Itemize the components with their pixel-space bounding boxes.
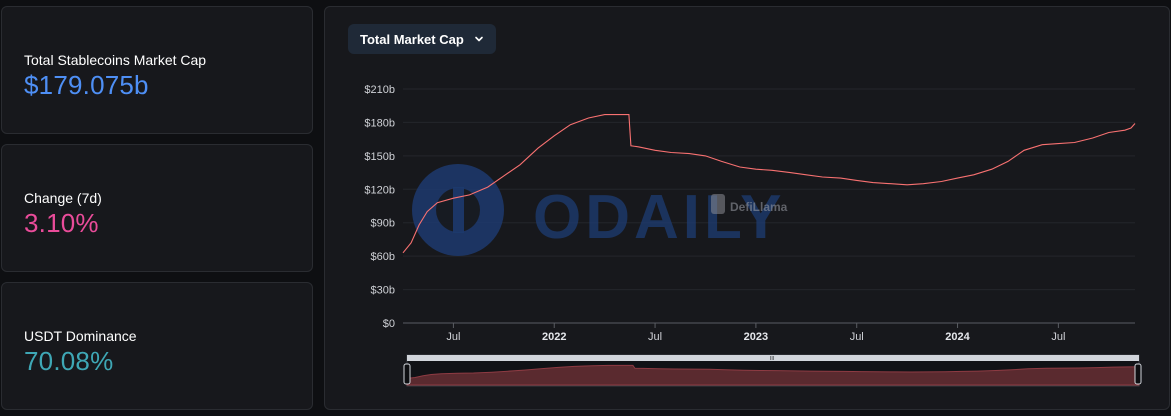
x-tick-label: Jul bbox=[850, 331, 864, 343]
change-7d-value: 3.10% bbox=[24, 208, 99, 238]
y-tick-label: $60b bbox=[371, 251, 395, 263]
odaily-watermark-text: ODAILY bbox=[533, 183, 786, 252]
x-tick-label: 2024 bbox=[945, 331, 970, 343]
chart-type-dropdown[interactable]: Total Market Cap bbox=[348, 24, 496, 54]
usdt-dominance-label: USDT Dominance bbox=[24, 328, 137, 344]
axes: $0 $30b $60b $90b $120b $150b $180b $210b Jul 202… bbox=[364, 84, 1135, 343]
change-7d-card: Change (7d) 3.10% bbox=[1, 144, 313, 272]
range-brush[interactable]: III bbox=[403, 354, 1142, 387]
watermark-layer: ODAILY DefiLlama bbox=[412, 164, 788, 256]
market-cap-chart: ODAILY DefiLlama $0 $30b $60b $90b $120b $150… bbox=[364, 84, 1142, 387]
y-tick-label: $0 bbox=[383, 318, 395, 330]
x-tick-label: 2023 bbox=[744, 331, 768, 343]
change-7d-label: Change (7d) bbox=[24, 190, 102, 206]
brush-left-handle[interactable] bbox=[403, 363, 411, 385]
market-cap-value: $179.075b bbox=[24, 70, 149, 100]
brush-handle-label: III bbox=[770, 356, 774, 362]
y-tick-label: $210b bbox=[364, 84, 395, 96]
usdt-dominance-card: USDT Dominance 70.08% bbox=[1, 282, 313, 410]
x-tick-label: Jul bbox=[446, 331, 460, 343]
y-tick-label: $150b bbox=[364, 151, 395, 163]
y-tick-label: $90b bbox=[371, 218, 395, 230]
x-tick-label: Jul bbox=[1051, 331, 1065, 343]
market-cap-line bbox=[402, 114, 1136, 254]
x-tick-label: Jul bbox=[648, 331, 662, 343]
grid-lines bbox=[403, 88, 1135, 324]
usdt-dominance-value: 70.08% bbox=[24, 346, 114, 376]
series-layer bbox=[402, 114, 1136, 254]
brush-right-handle[interactable] bbox=[1134, 363, 1142, 385]
defillama-logo-icon bbox=[711, 194, 725, 214]
y-tick-label: $120b bbox=[364, 184, 395, 196]
chart-type-label: Total Market Cap bbox=[360, 31, 464, 47]
market-cap-label: Total Stablecoins Market Cap bbox=[24, 52, 207, 68]
chevron-down-icon bbox=[474, 36, 483, 42]
chart-panel: ODAILY DefiLlama $0 $30b $60b $90b $120b $150… bbox=[324, 6, 1170, 410]
y-tick-label: $180b bbox=[364, 117, 395, 129]
odaily-logo-bar bbox=[453, 187, 464, 233]
x-tick-label: 2022 bbox=[542, 331, 566, 343]
brush-top-bar[interactable] bbox=[407, 355, 1139, 361]
defillama-watermark-text: DefiLlama bbox=[730, 200, 788, 214]
market-cap-card: Total Stablecoins Market Cap $179.075b bbox=[1, 6, 313, 134]
y-tick-label: $30b bbox=[371, 285, 395, 297]
brush-area bbox=[406, 364, 1140, 386]
